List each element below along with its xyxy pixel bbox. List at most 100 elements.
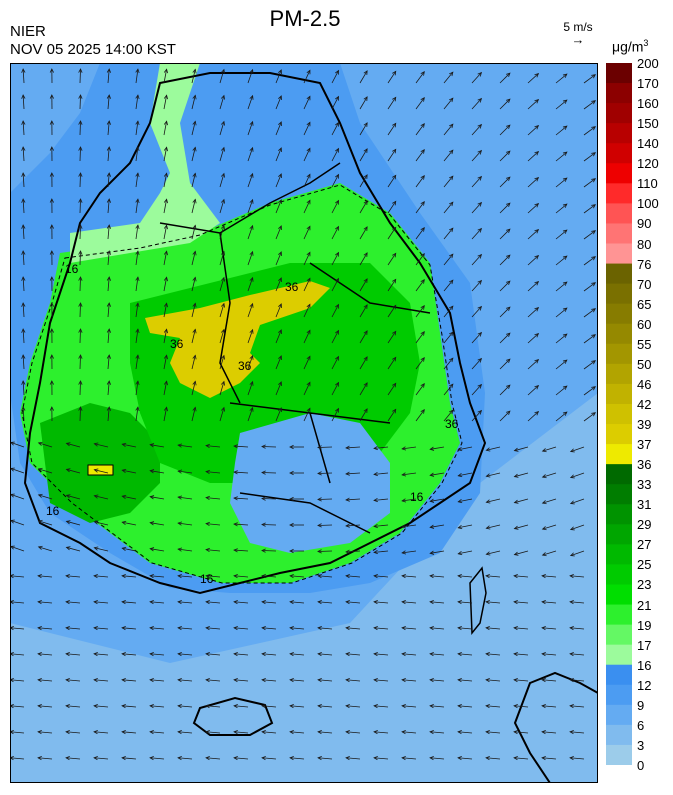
wind-arrowhead xyxy=(192,146,197,152)
wind-arrowhead xyxy=(373,445,378,451)
wind-arrowhead xyxy=(249,224,254,230)
wind-arrow xyxy=(122,627,137,630)
wind-arrow xyxy=(346,550,361,553)
wind-arrowhead xyxy=(335,121,339,127)
wind-arrowhead xyxy=(121,494,127,499)
wind-arrow xyxy=(486,550,501,555)
wind-arrow xyxy=(135,355,139,370)
wind-arrowhead xyxy=(534,124,540,130)
wind-arrowhead xyxy=(135,302,140,308)
wind-arrowhead xyxy=(485,551,491,556)
legend-swatch xyxy=(606,83,632,104)
wind-arrow xyxy=(359,122,368,136)
wind-arrowhead xyxy=(233,548,238,553)
wind-arrowhead xyxy=(541,573,546,579)
wind-arrowhead xyxy=(278,147,282,153)
wind-arrowhead xyxy=(392,330,397,336)
wind-arrow xyxy=(555,229,568,240)
wind-arrow xyxy=(66,494,81,500)
wind-arrow xyxy=(94,627,109,630)
wind-arrow xyxy=(402,550,417,554)
wind-arrowhead xyxy=(163,250,169,256)
wind-arrow xyxy=(331,382,339,396)
wind-arrow xyxy=(331,304,339,318)
wind-arrowhead xyxy=(261,677,266,683)
wind-arrowhead xyxy=(135,172,140,178)
wind-arrow xyxy=(387,409,397,422)
wind-arrow xyxy=(430,472,445,476)
wind-arrowhead xyxy=(233,651,238,657)
wind-arrow xyxy=(430,705,445,708)
wind-arrow xyxy=(458,498,473,503)
wind-arrow xyxy=(527,99,539,110)
wind-arrowhead xyxy=(78,354,83,359)
wind-arrowhead xyxy=(135,120,140,126)
wind-arrowhead xyxy=(363,174,368,179)
wind-arrow xyxy=(583,152,596,162)
wind-arrowhead xyxy=(392,96,397,102)
wind-arrow xyxy=(79,380,81,396)
wind-arrowhead xyxy=(233,573,238,579)
wind-arrow xyxy=(22,225,25,240)
wind-arrow xyxy=(359,382,368,396)
contour-label-16: 16 xyxy=(46,504,60,518)
wind-arrowhead xyxy=(485,447,491,452)
wind-arrow xyxy=(206,523,221,526)
wind-arrowhead xyxy=(513,651,518,657)
wind-arrow xyxy=(107,303,110,318)
wind-arrow xyxy=(234,731,249,734)
legend-label: 33 xyxy=(637,477,652,493)
wind-arrowhead xyxy=(513,599,518,605)
legend-swatch xyxy=(606,664,632,686)
legend-label: 76 xyxy=(637,256,652,272)
wind-arrow xyxy=(458,550,473,555)
wind-arrow xyxy=(583,100,596,110)
wind-arrow xyxy=(331,200,339,214)
wind-arrow xyxy=(387,175,397,188)
legend-label: 70 xyxy=(637,276,652,292)
wind-arrowhead xyxy=(135,406,140,412)
wind-arrowhead xyxy=(49,406,54,411)
wind-arrow xyxy=(94,705,109,708)
wind-arrow xyxy=(471,124,482,136)
wind-arrow xyxy=(415,149,425,162)
wind-arrow xyxy=(443,71,454,84)
legend-label: 170 xyxy=(637,76,659,92)
wind-arrow xyxy=(430,757,445,760)
wind-arrow xyxy=(331,174,339,188)
wind-arrow xyxy=(206,731,221,734)
west-hotspot xyxy=(40,403,160,523)
wind-arrow xyxy=(318,679,333,682)
wind-arrow xyxy=(94,653,109,656)
wind-arrowhead xyxy=(261,599,266,605)
wind-arrowhead xyxy=(317,703,322,709)
wind-arrowhead xyxy=(149,677,154,683)
wind-arrow xyxy=(262,575,277,578)
wind-arrowhead xyxy=(149,495,155,500)
wind-arrow xyxy=(303,174,311,188)
wind-arrow xyxy=(38,627,53,630)
wind-arrowhead xyxy=(335,199,339,205)
wind-arrowhead xyxy=(373,651,378,657)
wind-arrow xyxy=(542,550,557,556)
contour-label-16: 16 xyxy=(65,262,79,276)
wind-arrowhead xyxy=(505,98,511,104)
wind-arrow xyxy=(318,653,333,656)
wind-arrow xyxy=(247,95,254,110)
wind-arrowhead xyxy=(261,470,266,475)
wind-arrowhead xyxy=(177,469,183,474)
wind-arrowhead xyxy=(505,384,511,390)
wind-arrow xyxy=(570,446,585,452)
wind-arrowhead xyxy=(562,203,568,208)
wind-arrow xyxy=(234,757,249,760)
wind-arrowhead xyxy=(37,599,42,605)
wind-arrowhead xyxy=(505,228,511,234)
wind-arrow xyxy=(583,282,596,292)
wind-arrowhead xyxy=(485,599,490,605)
wind-arrowhead xyxy=(177,547,183,552)
wind-arrowhead xyxy=(163,406,169,412)
wind-arrowhead xyxy=(505,254,511,260)
wind-arrowhead xyxy=(21,380,26,385)
wind-arrowhead xyxy=(37,493,43,498)
wind-arrow xyxy=(107,277,110,292)
